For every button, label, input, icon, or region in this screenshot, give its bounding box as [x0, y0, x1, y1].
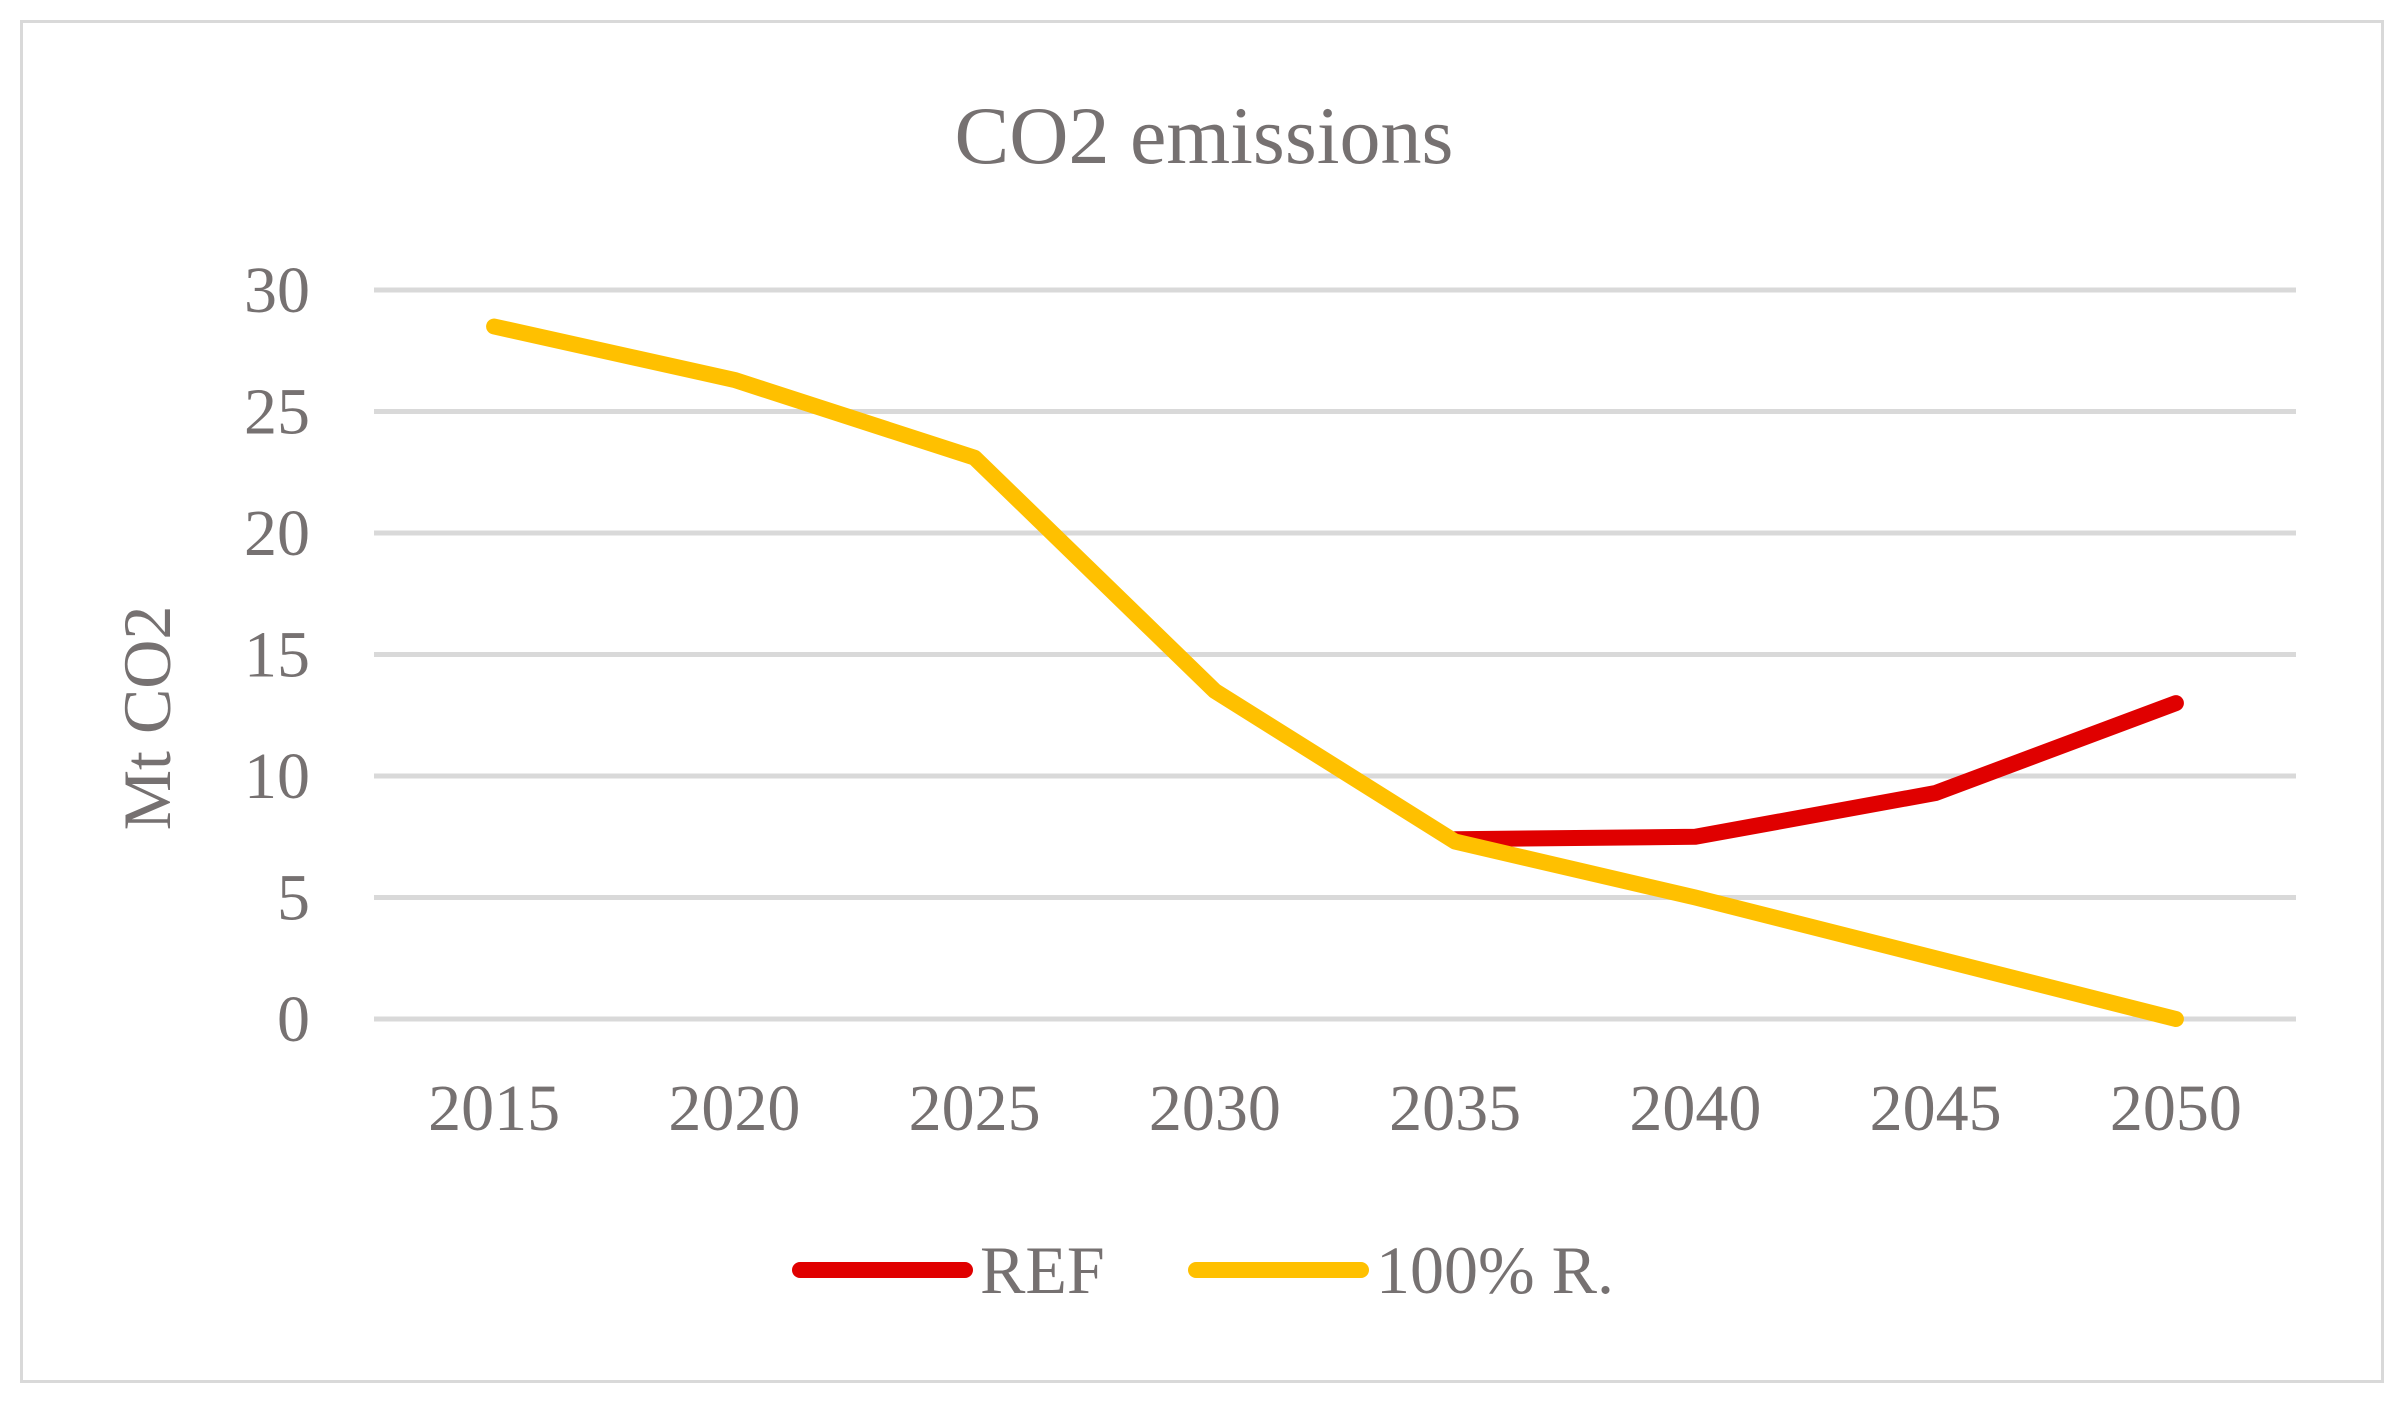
- x-tick-label: 2025: [909, 1072, 1041, 1145]
- x-tick-label: 2030: [1149, 1072, 1281, 1145]
- chart-frame: [20, 20, 2384, 1383]
- y-axis-label: Mt CO2: [109, 606, 185, 831]
- y-tick-label: 25: [244, 376, 310, 449]
- legend-label: REF: [980, 1232, 1105, 1308]
- x-tick-label: 2035: [1389, 1072, 1521, 1145]
- x-tick-label: 2020: [668, 1072, 800, 1145]
- x-tick-label: 2015: [428, 1072, 560, 1145]
- legend-item: REF: [792, 1232, 1105, 1308]
- y-tick-label: 30: [244, 254, 310, 327]
- x-tick-label: 2045: [1870, 1072, 2002, 1145]
- y-tick-label: 5: [277, 862, 310, 935]
- y-tick-label: 0: [277, 983, 310, 1056]
- series-line-ref: [1447, 695, 2184, 848]
- chart-title: CO2 emissions: [955, 90, 1454, 181]
- legend-label: 100% R.: [1376, 1232, 1614, 1308]
- series-line-100pct-r: [486, 318, 2184, 1027]
- x-tick-label: 2040: [1629, 1072, 1761, 1145]
- legend-item: 100% R.: [1188, 1232, 1614, 1308]
- y-tick-label: 15: [244, 619, 310, 692]
- x-tick-label: 2050: [2110, 1072, 2242, 1145]
- y-tick-label: 20: [244, 497, 310, 570]
- y-tick-label: 10: [244, 740, 310, 813]
